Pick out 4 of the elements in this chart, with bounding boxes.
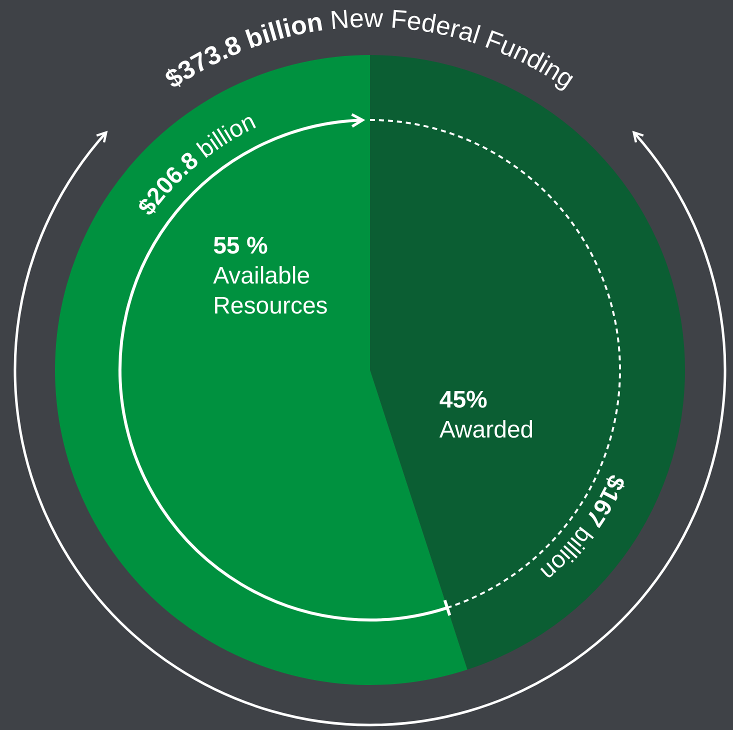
- slice-label: Awarded: [439, 416, 534, 444]
- data-label: 55 %: [213, 232, 268, 260]
- data-label: 45%: [439, 386, 488, 414]
- slice-label: Available Resources: [213, 262, 328, 320]
